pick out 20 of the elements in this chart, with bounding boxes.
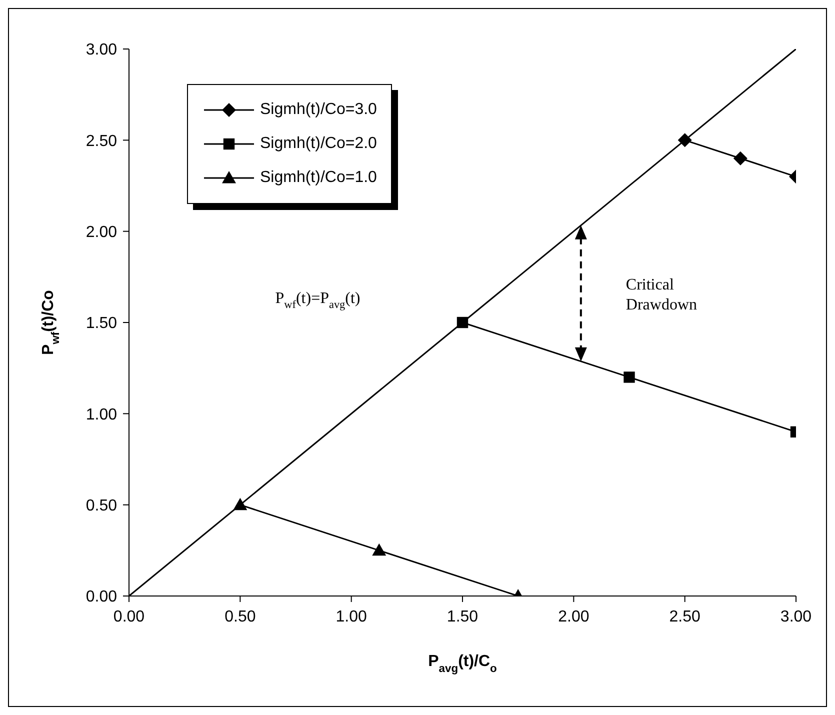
y-tick-label: 2.00 xyxy=(86,224,118,242)
x-tick-label: 0.50 xyxy=(224,608,256,626)
y-tick-label: 1.00 xyxy=(86,406,118,424)
x-tick-label: 0.00 xyxy=(113,608,145,626)
y-tick-label: 1.50 xyxy=(86,315,118,332)
x-axis-title: P$_{avg}$(t)/C$_{o}$ xyxy=(428,653,498,675)
y-tick-label: 3.00 xyxy=(86,42,118,59)
annotation: Critical Drawdown xyxy=(626,276,698,314)
x-tick-label: 2.00 xyxy=(558,608,590,626)
legend-label: Sigmh(t)/Co=3.0 xyxy=(260,101,377,119)
y-tick-label: 0.00 xyxy=(86,588,118,606)
y-tick-label: 0.50 xyxy=(86,498,118,515)
x-tick-label: 1.50 xyxy=(446,608,478,626)
annotation: P$_{wf}$(t)=P$_{avg}$(t) xyxy=(275,290,360,311)
x-tick-label: 3.00 xyxy=(780,608,812,626)
x-tick-label: 2.50 xyxy=(669,608,701,626)
legend-label: Sigmh(t)/Co=2.0 xyxy=(260,135,377,153)
y-tick-label: 2.50 xyxy=(86,132,118,150)
legend-label: Sigmh(t)/Co=1.0 xyxy=(260,169,377,187)
x-tick-label: 1.00 xyxy=(336,608,368,626)
